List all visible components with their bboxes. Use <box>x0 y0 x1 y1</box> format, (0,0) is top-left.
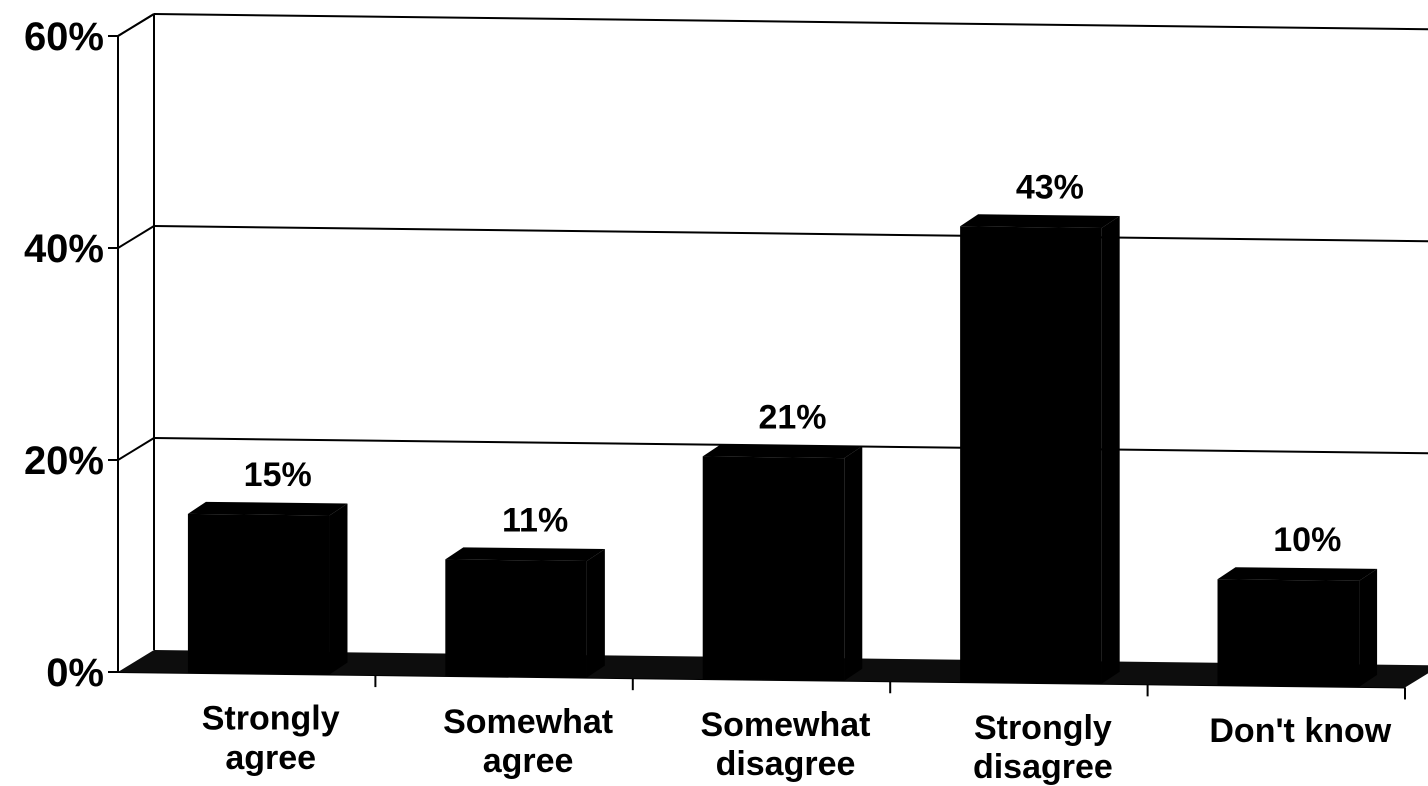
bar <box>702 456 845 681</box>
x-tick-label-line: agree <box>483 742 574 780</box>
bar-top <box>187 501 348 516</box>
bar-data-labels: 15% 11% 21% 43% 10% <box>244 168 1342 559</box>
y-tick-label: 20% <box>24 439 104 483</box>
bar <box>1217 579 1360 687</box>
x-tick-label: Strongly agree <box>202 700 340 777</box>
y-tick-label: 40% <box>24 227 104 271</box>
bar-top <box>960 214 1120 229</box>
side-gridline-1 <box>117 437 155 461</box>
x-tick-label: Strongly disagree <box>973 709 1113 786</box>
data-label: 43% <box>1016 168 1084 206</box>
bar <box>445 559 587 678</box>
data-label: 11% <box>502 501 568 539</box>
data-label: 21% <box>758 398 826 436</box>
gridline-2 <box>153 225 1428 243</box>
x-tick-label-line: disagree <box>973 748 1113 786</box>
bar-side <box>844 446 863 681</box>
y-tick-label: 0% <box>46 651 104 695</box>
bar-side <box>1101 216 1120 684</box>
bar-top <box>445 547 605 562</box>
gridline-3 <box>153 13 1428 31</box>
side-gridline-2 <box>117 225 155 249</box>
chart-gridlines <box>117 13 1428 461</box>
bar-side <box>329 503 348 675</box>
y-tick-label: 60% <box>24 15 104 59</box>
chart-back-wall <box>117 13 155 650</box>
x-tick-label-line: disagree <box>716 745 856 783</box>
data-label: 10% <box>1273 521 1341 559</box>
bar-top <box>702 444 863 459</box>
bar-top <box>1217 567 1378 581</box>
x-tick-label-line: Somewhat <box>443 703 613 741</box>
x-tick-label: Don't know <box>1209 712 1391 750</box>
data-label: 15% <box>244 456 312 494</box>
side-gridline-3 <box>117 13 155 37</box>
x-tick-label: Somewhat disagree <box>700 706 870 783</box>
x-tick-label-line: Somewhat <box>700 706 870 744</box>
bar <box>187 513 330 675</box>
y-axis-tick-labels: 0% 20% 40% 60% <box>24 15 104 695</box>
bar <box>960 226 1102 684</box>
x-tick-label-line: agree <box>225 739 316 777</box>
bar-side <box>1359 568 1378 687</box>
bar-side <box>586 549 605 678</box>
chart-bars <box>187 214 1378 687</box>
x-tick-label-line: Don't know <box>1209 712 1391 750</box>
x-tick-label-line: Strongly <box>202 700 340 738</box>
x-tick-label: Somewhat agree <box>443 703 613 780</box>
x-tick-label-line: Strongly <box>974 709 1112 747</box>
